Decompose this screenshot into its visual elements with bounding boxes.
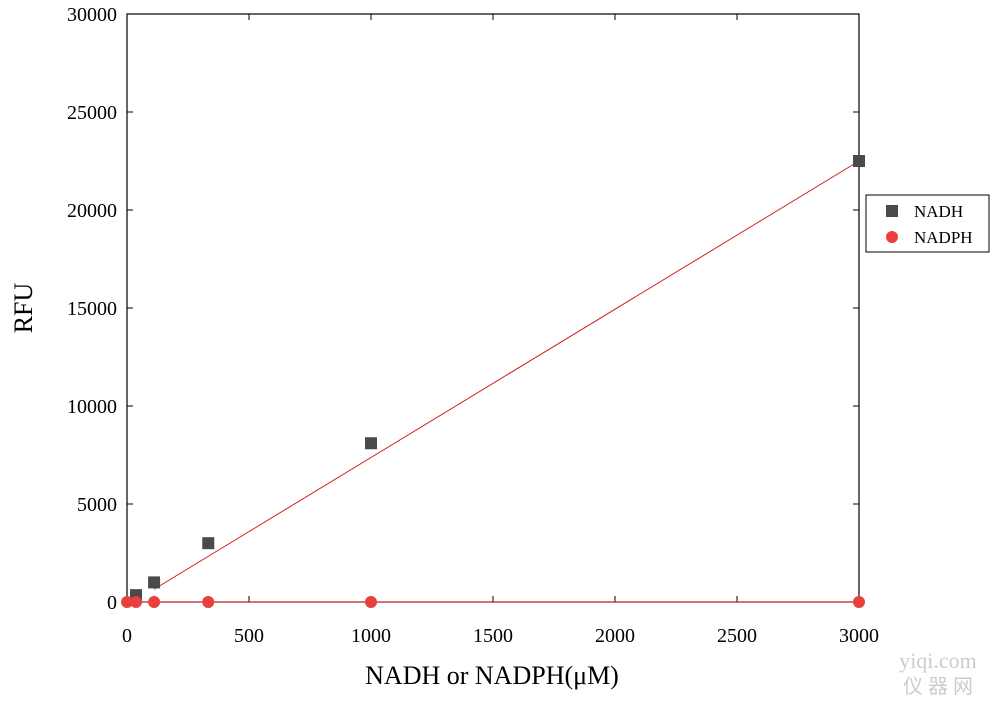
- y-tick-label: 30000: [67, 4, 117, 26]
- marker: [202, 596, 215, 608]
- y-axis-label: RFU: [9, 282, 38, 333]
- x-tick-label: 2500: [717, 625, 757, 647]
- legend-marker: [886, 205, 898, 217]
- marker: [202, 537, 215, 550]
- x-tick-label: 2000: [595, 625, 635, 647]
- marker: [853, 596, 865, 608]
- y-tick-label: 25000: [67, 102, 117, 124]
- x-tick-label: 0: [122, 625, 132, 647]
- legend-box: [865, 194, 990, 253]
- x-tick-label: 500: [234, 625, 264, 647]
- x-axis-label: NADH or NADPH(μM): [365, 661, 619, 690]
- y-tick-label: 5000: [77, 494, 117, 516]
- y-tick-label: 15000: [67, 298, 117, 320]
- x-tick-label: 3000: [839, 625, 879, 647]
- marker: [130, 596, 143, 608]
- marker: [365, 437, 377, 450]
- plot-frame: [126, 13, 860, 603]
- marker: [365, 596, 377, 608]
- y-tick-label: 0: [107, 592, 117, 614]
- y-tick-label: 20000: [67, 200, 117, 222]
- marker: [121, 596, 133, 608]
- watermark: yiqi.com: [899, 648, 977, 673]
- watermark: 仪 器 网: [903, 676, 973, 697]
- legend-label: NADPH: [914, 228, 973, 247]
- marker: [853, 155, 865, 167]
- legend-label: NADH: [914, 202, 963, 221]
- legend-marker: [886, 231, 898, 243]
- x-tick-label: 1500: [473, 625, 513, 647]
- x-tick-label: 1000: [351, 625, 391, 647]
- marker: [148, 596, 161, 608]
- marker: [148, 576, 161, 589]
- fit-line: [153, 160, 860, 590]
- y-tick-label: 10000: [67, 396, 117, 418]
